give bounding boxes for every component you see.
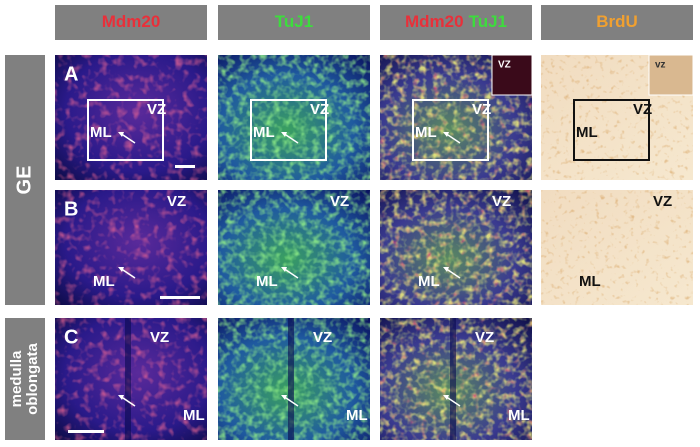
row-header: medulla xyxy=(8,350,25,407)
row-header-box xyxy=(5,55,45,305)
scale-bar xyxy=(160,296,200,299)
micrograph-texture xyxy=(55,190,207,305)
inset-label: VZ xyxy=(498,60,511,71)
column-header: Mdm20 TuJ1 xyxy=(405,12,507,31)
arrow-head xyxy=(443,132,449,137)
region-label: VZ xyxy=(167,193,186,210)
region-label: ML xyxy=(253,124,275,141)
header-part: Mdm20 xyxy=(405,12,464,31)
row-header-box xyxy=(5,318,45,440)
arrow-head xyxy=(443,395,449,400)
column-header: TuJ1 xyxy=(275,12,313,31)
row-header: oblongata xyxy=(24,343,41,415)
inset xyxy=(491,54,533,96)
inset-label: vz xyxy=(655,60,666,71)
midline xyxy=(288,318,294,440)
region-label: ML xyxy=(418,273,440,290)
column-header-box xyxy=(218,5,370,40)
midline xyxy=(450,318,456,440)
region-label: ML xyxy=(508,407,530,424)
micrograph-texture xyxy=(380,190,532,305)
column-header: Mdm20 xyxy=(102,12,161,31)
roi-box xyxy=(87,99,164,161)
region-label: VZ xyxy=(150,329,169,346)
header-part: BrdU xyxy=(596,12,638,31)
header-part: TuJ1 xyxy=(469,12,507,31)
scale-bar xyxy=(175,165,195,168)
arrow-head xyxy=(281,395,287,400)
arrow-head xyxy=(443,267,449,272)
column-header: BrdU xyxy=(596,12,638,31)
region-label: ML xyxy=(415,124,437,141)
arrow-head xyxy=(118,395,124,400)
header-part: Mdm20 xyxy=(102,12,161,31)
region-label: VZ xyxy=(492,193,511,210)
arrow-head xyxy=(281,267,287,272)
region-label: VZ xyxy=(472,101,491,118)
arrow-head xyxy=(281,132,287,137)
roi-box xyxy=(412,99,489,161)
arrow-head xyxy=(118,267,124,272)
row-header: GE xyxy=(13,166,35,195)
header-part: TuJ1 xyxy=(275,12,313,31)
panel-letter: A xyxy=(64,63,78,85)
region-label: ML xyxy=(576,124,598,141)
micrograph-texture xyxy=(541,190,693,305)
region-label: VZ xyxy=(633,101,652,118)
region-label: ML xyxy=(183,407,205,424)
region-label: ML xyxy=(93,273,115,290)
region-label: VZ xyxy=(475,329,494,346)
region-label: VZ xyxy=(310,101,329,118)
roi-box xyxy=(250,99,327,161)
arrow-head xyxy=(118,132,124,137)
column-header-box xyxy=(55,5,207,40)
roi-box xyxy=(573,99,650,161)
column-header-box xyxy=(380,5,532,40)
region-label: VZ xyxy=(330,193,349,210)
region-label: VZ xyxy=(147,101,166,118)
region-label: VZ xyxy=(313,329,332,346)
region-label: ML xyxy=(90,124,112,141)
region-label: ML xyxy=(579,273,601,290)
region-label: ML xyxy=(256,273,278,290)
panel-letter: C xyxy=(64,326,78,348)
micrograph-texture xyxy=(218,55,370,180)
panel-letter: B xyxy=(64,198,78,220)
midline xyxy=(125,318,131,440)
column-header-box xyxy=(541,5,693,40)
scale-bar xyxy=(68,430,104,433)
micrograph-texture xyxy=(218,190,370,305)
inset xyxy=(648,54,694,96)
region-label: VZ xyxy=(653,193,672,210)
region-label: ML xyxy=(346,407,368,424)
